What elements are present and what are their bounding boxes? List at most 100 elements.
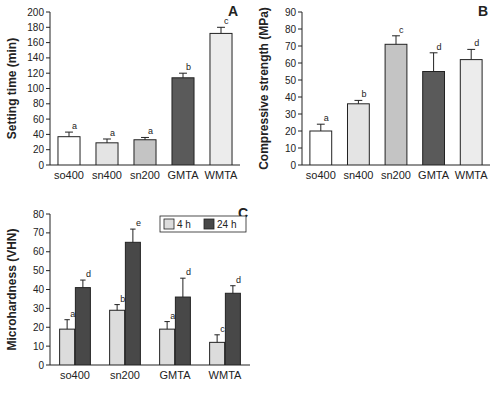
y-tick-label: 200	[27, 7, 44, 18]
error-line	[358, 100, 359, 103]
y-tick-label: 20	[285, 126, 297, 137]
y-tick-label: 0	[38, 360, 44, 371]
y-tick	[298, 46, 302, 47]
error-line	[320, 124, 321, 131]
y-tick	[298, 114, 302, 115]
bar	[460, 60, 482, 165]
panel: 01020304050607080Microhardness (VHN)Cso4…	[5, 205, 250, 381]
error-cap	[65, 132, 73, 133]
y-tick-label: 10	[33, 341, 45, 352]
error-bar	[65, 132, 73, 137]
error-cap	[217, 27, 225, 28]
panel: 020406080100120140160180200Setting time …	[5, 3, 240, 181]
y-tick-label: 40	[285, 92, 297, 103]
y-tick	[46, 165, 50, 166]
significance-letter: d	[186, 267, 191, 277]
significance-letter: b	[361, 89, 366, 99]
error-bar	[217, 27, 225, 33]
error-bar	[179, 73, 187, 78]
error-bar	[354, 100, 362, 103]
error-bar	[103, 139, 111, 143]
bar	[175, 297, 190, 365]
significance-letter: c	[224, 16, 229, 26]
figure: 020406080100120140160180200Setting time …	[0, 0, 500, 394]
y-tick-label: 140	[27, 52, 44, 63]
y-tick	[46, 214, 50, 215]
legend-swatch	[164, 219, 174, 229]
y-tick-label: 80	[33, 209, 45, 220]
error-line	[182, 278, 183, 297]
x-tick-label: sn200	[110, 369, 140, 381]
significance-letter: b	[186, 62, 191, 72]
y-tick	[46, 42, 50, 43]
error-line	[132, 229, 133, 242]
y-tick	[46, 365, 50, 366]
error-bar	[467, 49, 475, 59]
significance-letter: a	[170, 311, 175, 321]
y-tick	[46, 134, 50, 135]
error-line	[107, 139, 108, 143]
significance-letter: a	[148, 126, 153, 136]
legend-frame	[160, 216, 246, 232]
error-cap	[392, 35, 400, 36]
bar	[423, 72, 445, 166]
error-cap	[354, 100, 362, 101]
significance-letter: e	[136, 218, 141, 228]
error-cap	[214, 334, 219, 335]
error-cap	[430, 52, 438, 53]
y-tick-label: 160	[27, 37, 44, 48]
y-tick-label: 80	[285, 24, 297, 35]
y-tick	[46, 27, 50, 28]
y-axis-label: Microhardness (VHN)	[5, 228, 19, 350]
y-tick	[46, 308, 50, 309]
error-cap	[467, 49, 475, 50]
y-tick-label: 50	[285, 75, 297, 86]
error-cap	[64, 319, 69, 320]
significance-letter: c	[220, 324, 225, 334]
x-tick-label: so400	[306, 169, 336, 181]
x-tick-label: GMTA	[168, 169, 200, 181]
y-tick-label: 0	[38, 160, 44, 171]
panel-label: A	[228, 3, 238, 19]
bar	[125, 242, 140, 365]
panel-label: B	[478, 3, 488, 19]
x-tick-label: sn200	[381, 169, 411, 181]
y-tick	[46, 88, 50, 89]
significance-letter: a	[70, 309, 75, 319]
error-bar	[180, 278, 185, 297]
x-tick-label: sn400	[92, 169, 122, 181]
y-tick	[46, 12, 50, 13]
legend: 4 h 24 h	[160, 216, 246, 232]
plot-area	[310, 36, 482, 165]
y-tick	[46, 149, 50, 150]
error-line	[232, 286, 233, 294]
error-line	[117, 305, 118, 311]
error-bar	[80, 280, 85, 288]
error-bar	[141, 137, 149, 139]
error-line	[221, 27, 222, 33]
bar	[225, 293, 240, 365]
x-tick-label: sn200	[130, 169, 160, 181]
error-line	[67, 320, 68, 329]
plot-area	[60, 229, 241, 365]
legend-label: 24 h	[217, 219, 236, 230]
error-cap	[317, 124, 325, 125]
y-tick-label: 10	[285, 143, 297, 154]
y-tick	[298, 80, 302, 81]
y-tick-label: 20	[33, 322, 45, 333]
y-tick	[46, 251, 50, 252]
error-bar	[230, 286, 235, 294]
error-cap	[103, 138, 111, 139]
y-tick	[298, 97, 302, 98]
bar	[347, 104, 369, 165]
significance-letter: a	[72, 121, 77, 131]
y-tick-label: 180	[27, 22, 44, 33]
error-cap	[80, 280, 85, 281]
y-tick-label: 90	[285, 7, 297, 18]
y-axis-label: Setting time (min)	[5, 38, 19, 139]
legend-label: 4 h	[177, 219, 191, 230]
bar	[96, 143, 118, 165]
error-bar	[164, 322, 169, 330]
bar	[385, 44, 407, 165]
error-line	[217, 335, 218, 343]
